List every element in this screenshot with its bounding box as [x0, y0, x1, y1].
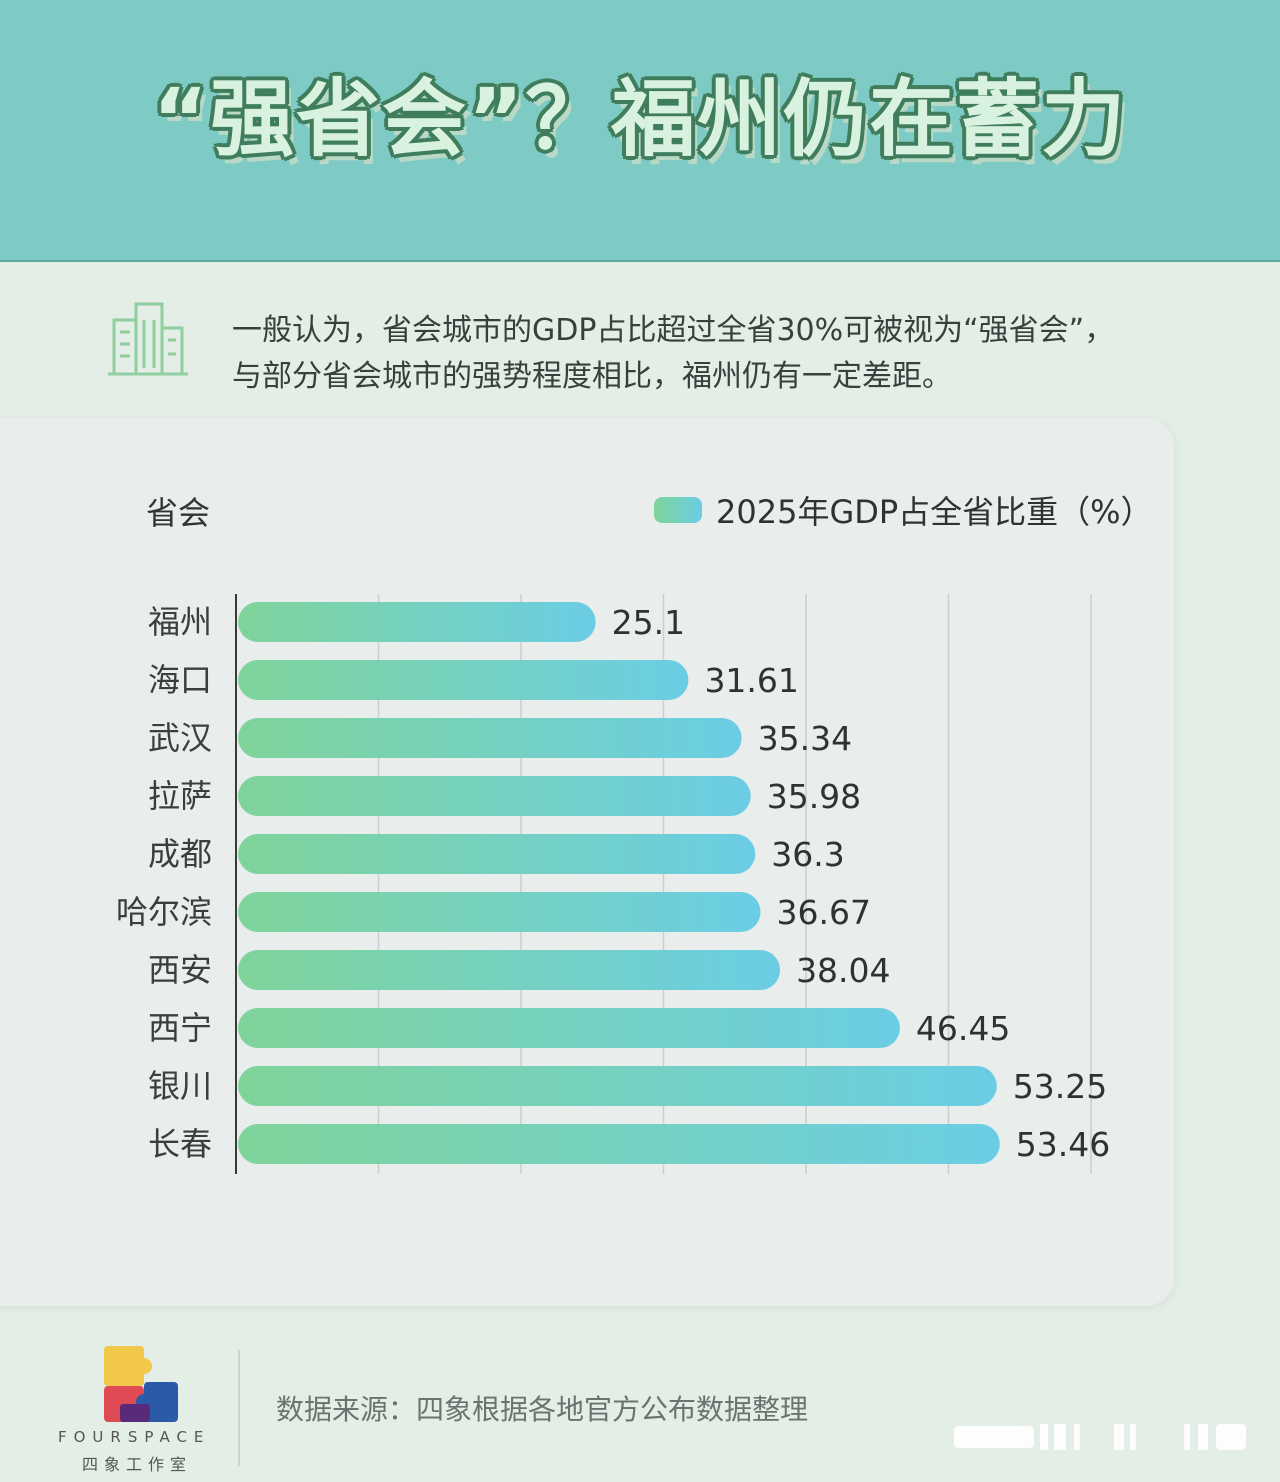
data-source-note: 数据来源：四象根据各地官方公布数据整理 [276, 1393, 809, 1426]
watermark-barcode-icon [954, 1424, 1246, 1450]
bar-8 [238, 1066, 997, 1106]
category-label: 拉萨 [148, 777, 212, 815]
category-label: 西宁 [148, 1009, 212, 1047]
fourspace-logo [104, 1346, 178, 1422]
value-label: 31.61 [704, 661, 798, 700]
value-label: 36.3 [771, 835, 844, 874]
category-label: 长春 [148, 1125, 212, 1163]
legend-swatch [654, 497, 702, 523]
bar-chart: 福州 25.1 海口 31.61 武汉 35.34 拉萨 35.98 成都 36.3 哈尔滨 36.6… [116, 594, 1110, 1174]
category-label: 西安 [148, 951, 212, 989]
category-label: 武汉 [148, 719, 212, 757]
value-label: 46.45 [916, 1009, 1010, 1048]
value-label: 38.04 [796, 951, 890, 990]
value-label: 36.67 [777, 893, 871, 932]
category-label: 海口 [148, 661, 212, 699]
category-label: 成都 [148, 835, 212, 873]
category-axis-label: 省会 [146, 494, 211, 532]
bar-3 [238, 776, 751, 816]
category-label: 福州 [148, 603, 212, 641]
page-title: “强省会”？福州仍在蓄力 [152, 70, 1128, 168]
bar-9 [238, 1124, 1000, 1164]
value-label: 53.46 [1016, 1125, 1110, 1164]
footer-divider [238, 1350, 240, 1466]
building-icon [108, 302, 188, 376]
bar-4 [238, 834, 756, 874]
bar-5 [238, 892, 761, 932]
value-label: 35.98 [767, 777, 861, 816]
intro-line-2: 与部分省会城市的强势程度相比，福州仍有一定差距。 [232, 359, 952, 394]
header-banner: “强省会”？福州仍在蓄力 [0, 0, 1280, 262]
intro-line-1: 一般认为，省会城市的GDP占比超过全省30%可被视为“强省会”， [232, 313, 1115, 348]
bar-1 [238, 660, 689, 700]
category-label: 哈尔滨 [116, 893, 212, 931]
bar-2 [238, 718, 742, 758]
value-label: 25.1 [612, 603, 685, 642]
value-label: 53.25 [1013, 1067, 1107, 1106]
brand-cn: 四象工作室 [82, 1455, 193, 1474]
bar-7 [238, 1008, 900, 1048]
value-label: 35.34 [758, 719, 852, 758]
chart-legend: 2025年GDP占全省比重（%） [654, 490, 1153, 531]
legend-label: 2025年GDP占全省比重（%） [716, 493, 1153, 531]
intro-text: 一般认为，省会城市的GDP占比超过全省30%可被视为“强省会”， 与部分省会城市… [232, 308, 1262, 400]
bar-6 [238, 950, 781, 990]
bar-0 [238, 602, 596, 642]
brand-en: FOURSPACE [58, 1428, 211, 1446]
category-label: 银川 [148, 1067, 212, 1105]
